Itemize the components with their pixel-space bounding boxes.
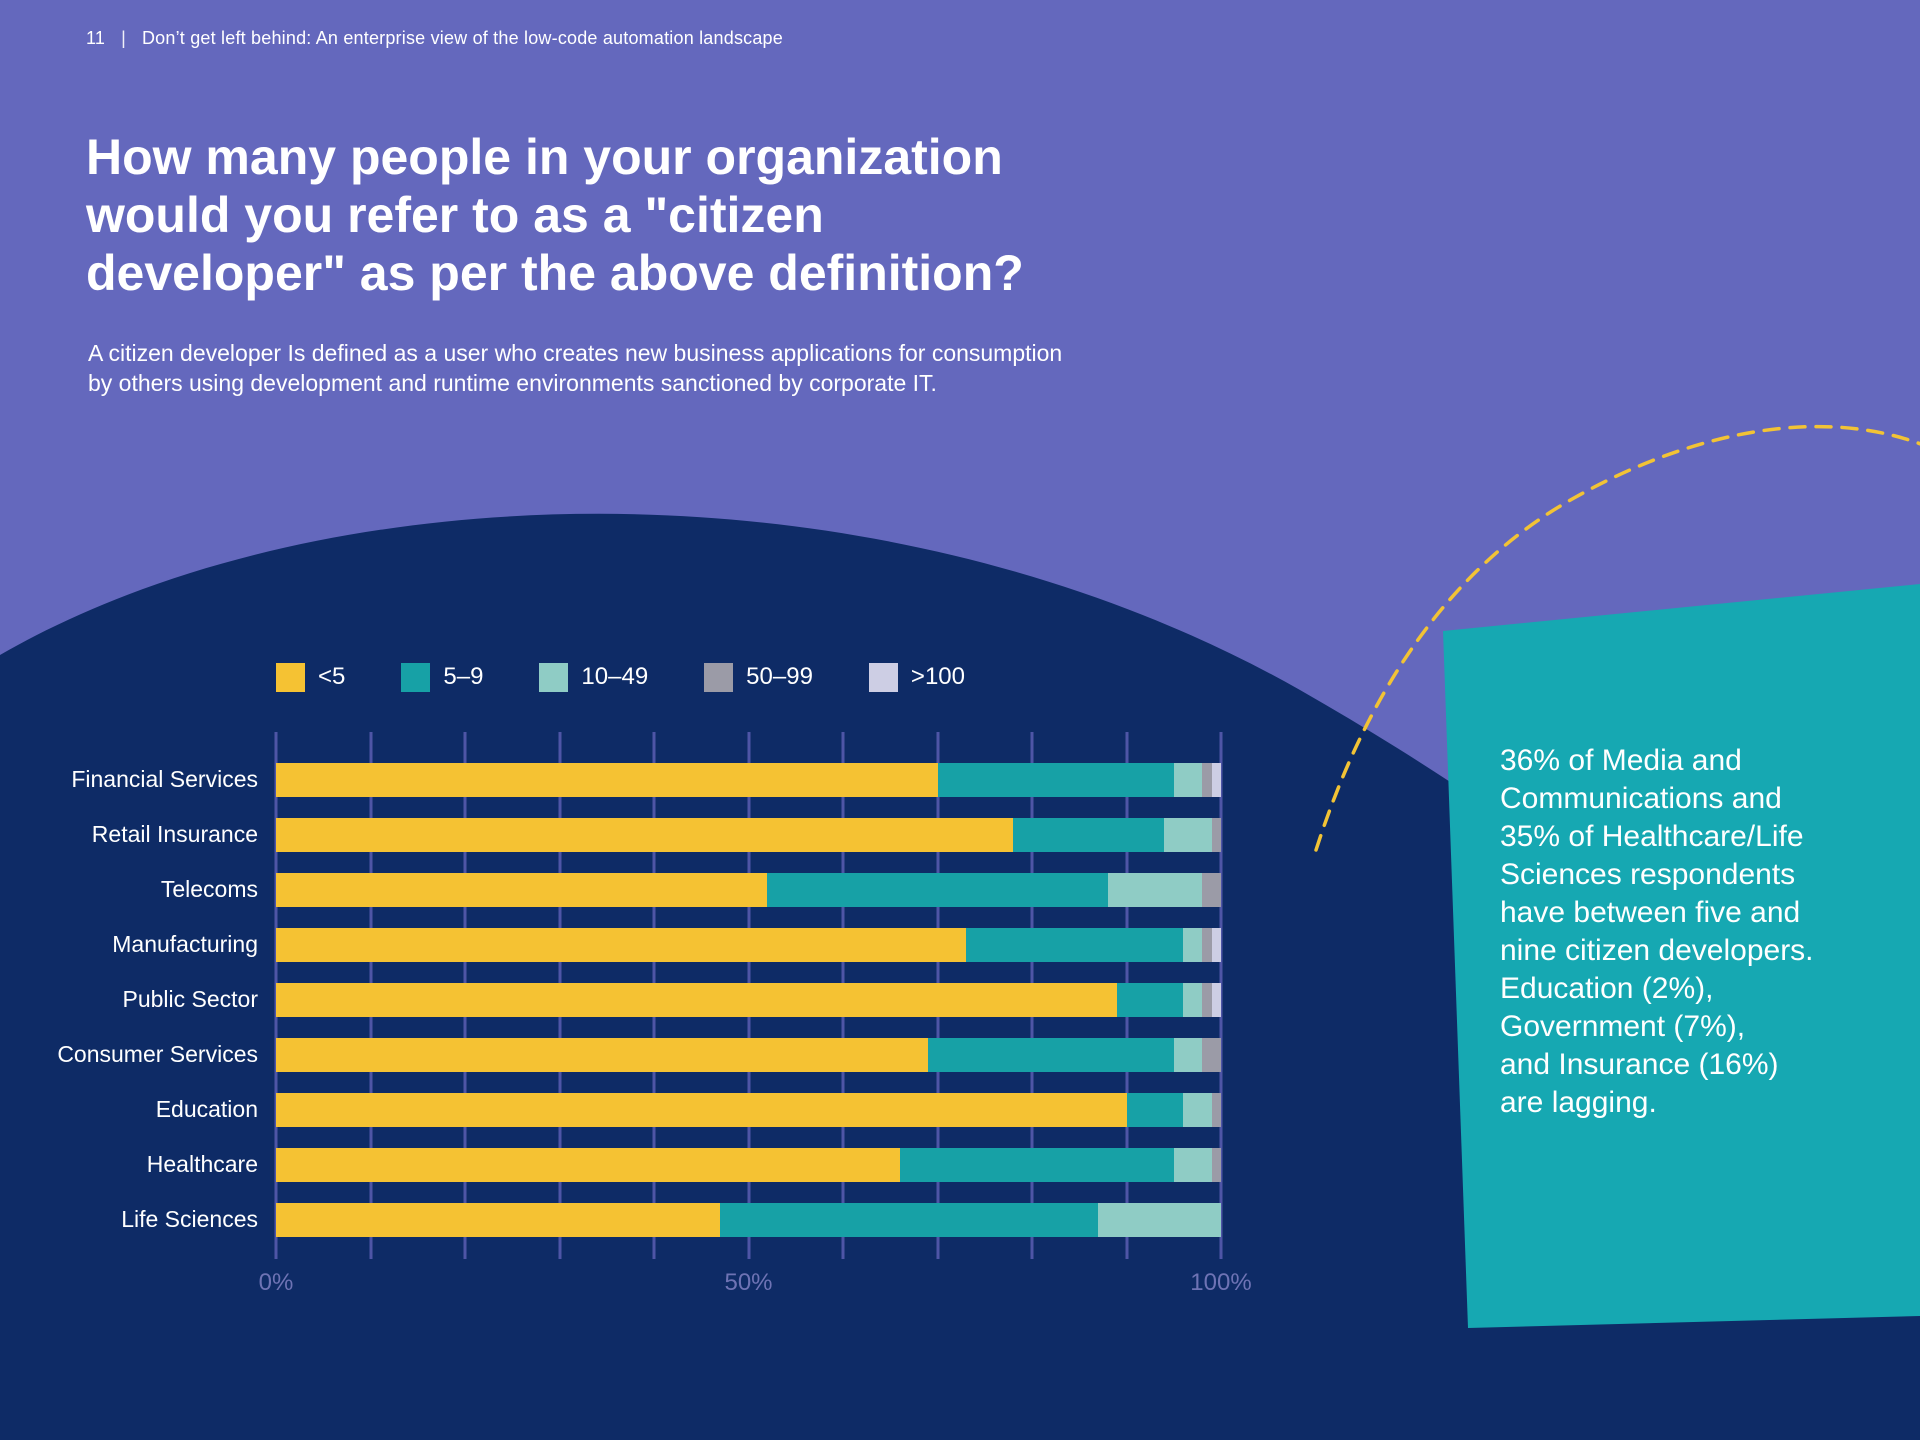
stacked-bar — [276, 1147, 1221, 1182]
page-number: 11 — [86, 28, 106, 48]
bar-segment — [1107, 872, 1203, 907]
stacked-bar — [276, 1092, 1221, 1127]
bar-segment — [276, 982, 1118, 1017]
legend-item: 50–99 — [704, 662, 813, 692]
bar-row — [276, 1137, 1221, 1192]
bar-segment — [899, 1147, 1174, 1182]
chart-main: Financial Services Retail Insurance Teleco… — [57, 732, 1223, 1259]
bar-row — [276, 807, 1221, 862]
category-label: Healthcare — [146, 1151, 258, 1177]
bar-row — [276, 862, 1221, 917]
bar-row — [276, 1027, 1221, 1082]
bar-segment — [1183, 927, 1203, 962]
bar-row — [276, 752, 1221, 807]
header-divider: | — [121, 28, 126, 48]
chart-legend: <5 5–9 10–49 50–99 >100 — [276, 662, 1221, 692]
bar-row — [276, 1082, 1221, 1137]
bar-segment — [1126, 1092, 1184, 1127]
x-tick-label: 0% — [258, 1269, 294, 1296]
gridline — [1219, 732, 1223, 1259]
page-subtitle: A citizen developer Is defined as a user… — [88, 340, 1063, 397]
legend-item: >100 — [868, 662, 965, 692]
chart: <5 5–9 10–49 50–99 >100 Financial Services Re… — [57, 662, 1252, 1301]
category-label: Retail Insurance — [91, 821, 258, 847]
bar-segment — [1183, 982, 1203, 1017]
bar-row — [276, 917, 1221, 972]
x-axis: 0% 50% 100% — [259, 1259, 1252, 1301]
legend-item: <5 — [276, 662, 346, 692]
bar-segment — [276, 1202, 721, 1237]
legend-swatch — [704, 662, 734, 692]
bar-segment — [1211, 1092, 1221, 1127]
category-label: Financial Services — [71, 766, 258, 792]
bar-segment — [276, 762, 938, 797]
legend-label: 10–49 — [581, 663, 649, 690]
bar-segment — [767, 872, 1108, 907]
bar-segment — [1117, 982, 1184, 1017]
bar-segment — [1211, 1147, 1221, 1182]
category-label: Education — [155, 1096, 258, 1122]
bar-segment — [1211, 762, 1221, 797]
bar-segment — [720, 1202, 1099, 1237]
legend-item: 10–49 — [539, 662, 649, 692]
page-header: 11 | Don’t get left behind: An enterpris… — [86, 28, 783, 49]
stacked-bar — [276, 817, 1221, 852]
legend-swatch — [868, 662, 898, 692]
bar-row — [276, 1192, 1221, 1247]
legend-swatch — [401, 662, 431, 692]
page-title: How many people in your organization wou… — [86, 129, 1024, 301]
legend-label: 50–99 — [746, 663, 813, 690]
bar-segment — [1211, 927, 1221, 962]
bar-segment — [1202, 1037, 1221, 1072]
legend-label: >100 — [910, 663, 965, 690]
bar-segment — [1173, 762, 1203, 797]
callout-text: 36% of Media and Communications and 35% … — [1500, 744, 1814, 1119]
category-label: Public Sector — [122, 986, 258, 1012]
legend-label: 5–9 — [443, 663, 484, 690]
header-title: Don’t get left behind: An enterprise vie… — [141, 28, 783, 48]
bar-segment — [276, 1092, 1127, 1127]
legend-swatch — [539, 662, 569, 692]
bar-segment — [1164, 817, 1212, 852]
bar-segment — [276, 1037, 929, 1072]
legend-label: <5 — [318, 663, 346, 690]
bar-segment — [937, 762, 1174, 797]
category-label: Life Sciences — [121, 1206, 258, 1232]
bar-segment — [276, 817, 1014, 852]
x-tick-label: 100% — [1190, 1269, 1252, 1296]
x-tick-label: 50% — [724, 1269, 773, 1296]
bar-segment — [276, 1147, 900, 1182]
stacked-bar — [276, 1202, 1221, 1237]
bar-segment — [1013, 817, 1165, 852]
stacked-bar — [276, 982, 1221, 1017]
category-label: Manufacturing — [112, 931, 258, 957]
legend-swatch — [276, 662, 305, 692]
category-label: Telecoms — [160, 876, 258, 902]
stacked-bar — [276, 762, 1221, 797]
bar-row — [276, 972, 1221, 1027]
bar-segment — [1173, 1037, 1203, 1072]
bar-segment — [1202, 762, 1212, 797]
bar-segment — [276, 927, 966, 962]
callout-box: 36% of Media and Communications and 35% … — [1443, 584, 1920, 1328]
category-labels: Financial Services Retail Insurance Teleco… — [57, 732, 276, 1259]
stacked-bar — [276, 927, 1221, 962]
legend-item: 5–9 — [401, 662, 484, 692]
category-label: Consumer Services — [57, 1041, 258, 1067]
bar-segment — [1202, 982, 1212, 1017]
bar-segment — [1183, 1092, 1212, 1127]
stacked-bar — [276, 1037, 1221, 1072]
bar-segment — [965, 927, 1184, 962]
stacked-bar — [276, 872, 1221, 907]
bar-segment — [276, 872, 768, 907]
bar-segment — [1211, 817, 1221, 852]
bar-rows — [276, 752, 1221, 1247]
bar-segment — [1202, 927, 1212, 962]
bar-segment — [1098, 1202, 1221, 1237]
plot-area — [274, 732, 1223, 1259]
bar-segment — [1173, 1147, 1212, 1182]
bar-segment — [1202, 872, 1221, 907]
bar-segment — [1211, 982, 1221, 1017]
bar-segment — [928, 1037, 1174, 1072]
